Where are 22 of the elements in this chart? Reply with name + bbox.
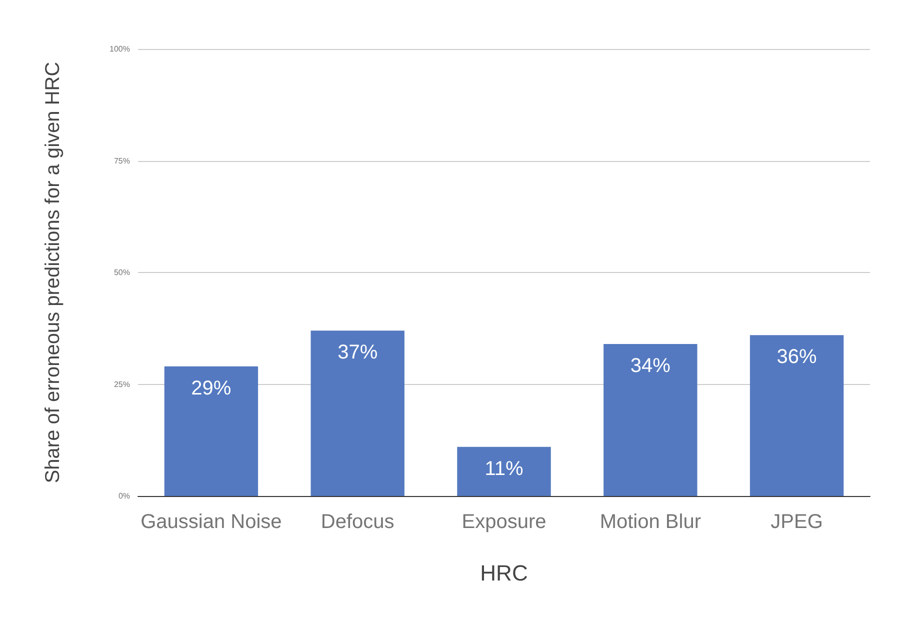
bar: [164, 366, 258, 496]
x-tick-label: Motion Blur: [600, 511, 702, 533]
x-tick-label: Gaussian Noise: [140, 511, 282, 533]
bar: [310, 330, 404, 496]
data-label: 34%: [630, 355, 671, 378]
data-label: 11%: [484, 458, 524, 480]
y-tick-label: 50%: [114, 268, 130, 277]
x-axis-title: HRC: [480, 560, 528, 586]
bar: [750, 335, 844, 496]
y-tick-label: 0%: [118, 492, 130, 500]
x-tick-label: Defocus: [320, 511, 394, 533]
x-tick-label: Exposure: [462, 511, 546, 533]
y-tick-label: 75%: [114, 156, 130, 166]
data-label: 36%: [776, 346, 818, 368]
bar: [604, 344, 698, 496]
y-axis-title: Share of erroneous predictions for a given HRC: [42, 62, 64, 484]
data-label: 29%: [191, 377, 232, 400]
bar: [457, 446, 551, 496]
data-label: 37%: [338, 342, 378, 364]
y-tick-label: 25%: [114, 380, 130, 389]
x-tick-label: JPEG: [770, 511, 823, 533]
y-tick-label: 100%: [110, 44, 130, 54]
